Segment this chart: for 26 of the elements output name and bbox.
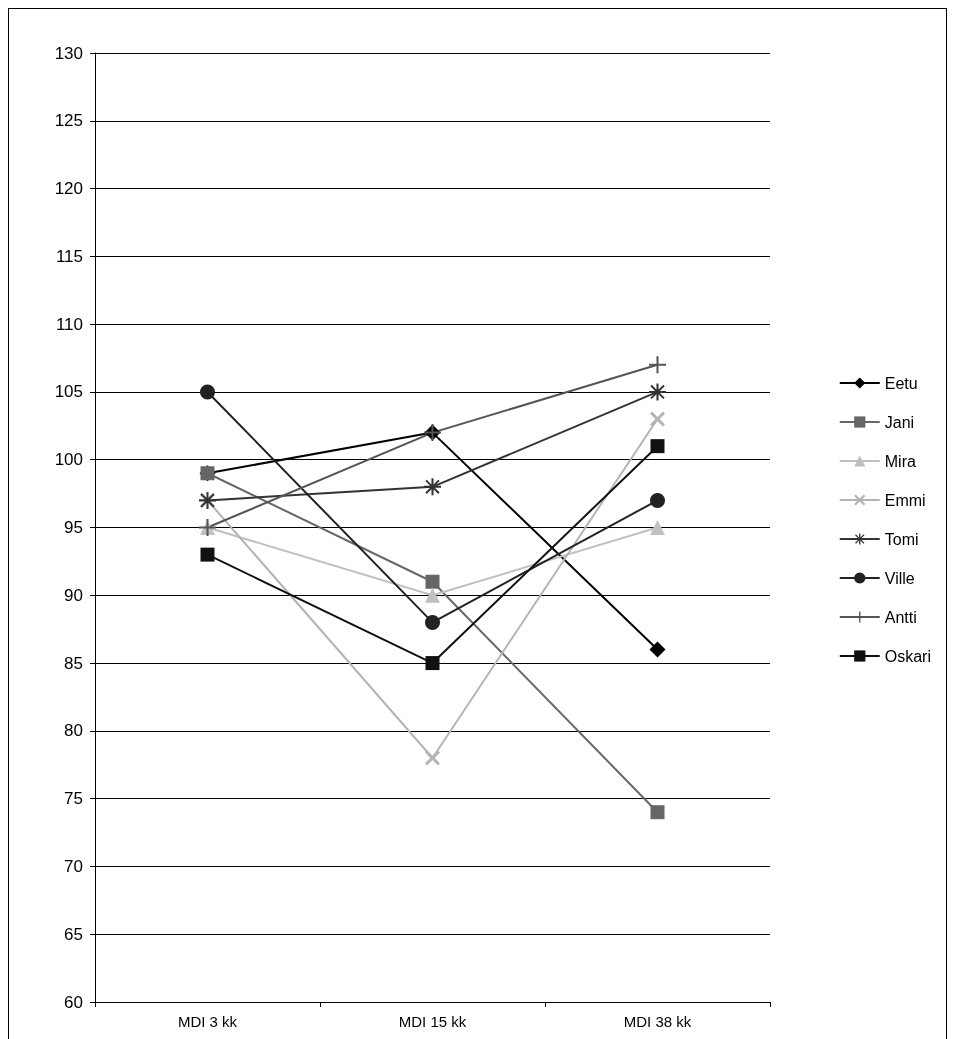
y-tick-label: 120 [54,179,83,199]
y-tick-label: 90 [64,585,83,605]
y-tick-label: 95 [64,518,83,537]
y-tick-label: 60 [64,992,83,1012]
legend-label: Tomi [884,530,919,548]
legend-label: Mira [884,452,916,470]
y-tick-label: 125 [54,111,83,131]
legend-label: Ville [884,569,915,587]
x-tick-label: MDI 3 kk [177,1013,238,1030]
y-tick-label: 115 [55,246,83,266]
x-tick-label: MDI 15 kk [398,1013,467,1030]
y-tick-label: 100 [54,450,83,470]
legend-label: Oskari [884,647,932,665]
x-tick-label: MDI 38 kk [623,1013,692,1030]
y-tick-label: 65 [64,924,83,944]
y-tick-label: 110 [55,314,83,334]
legend-label: Emmi [884,491,926,509]
y-tick-label: 130 [54,43,83,63]
y-tick-label: 105 [54,382,83,402]
y-tick-label: 75 [64,789,83,809]
legend-label: Antti [884,608,917,626]
y-tick-label: 85 [64,653,83,673]
legend-label: Jani [884,413,915,431]
legend-label: Eetu [884,374,918,392]
y-tick-label: 80 [64,721,83,741]
y-tick-label: 70 [64,856,83,876]
